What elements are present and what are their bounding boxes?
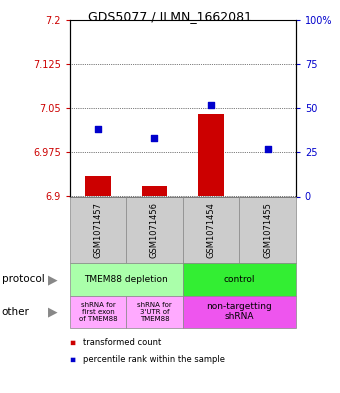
Text: ▶: ▶ bbox=[48, 273, 57, 286]
Text: GSM1071455: GSM1071455 bbox=[263, 202, 272, 258]
Text: ▶: ▶ bbox=[48, 305, 57, 318]
Bar bbox=[198, 114, 224, 196]
Text: ◾: ◾ bbox=[70, 338, 76, 347]
Text: GSM1071457: GSM1071457 bbox=[94, 202, 102, 258]
Text: TMEM88 depletion: TMEM88 depletion bbox=[84, 275, 168, 284]
Text: other: other bbox=[2, 307, 30, 317]
Point bbox=[265, 145, 270, 152]
Bar bbox=[85, 176, 111, 196]
Point bbox=[152, 135, 157, 141]
Text: GSM1071456: GSM1071456 bbox=[150, 202, 159, 258]
Text: shRNA for
first exon
of TMEM88: shRNA for first exon of TMEM88 bbox=[79, 302, 117, 321]
Point bbox=[208, 101, 214, 108]
Bar bbox=[142, 186, 167, 196]
Text: control: control bbox=[223, 275, 255, 284]
Text: ◾: ◾ bbox=[70, 355, 76, 364]
Text: transformed count: transformed count bbox=[83, 338, 162, 347]
Text: GSM1071454: GSM1071454 bbox=[206, 202, 216, 258]
Text: GDS5077 / ILMN_1662081: GDS5077 / ILMN_1662081 bbox=[88, 10, 252, 23]
Text: protocol: protocol bbox=[2, 274, 45, 285]
Point bbox=[95, 126, 101, 132]
Text: non-targetting
shRNA: non-targetting shRNA bbox=[206, 302, 272, 321]
Text: shRNA for
3'UTR of
TMEM88: shRNA for 3'UTR of TMEM88 bbox=[137, 302, 172, 321]
Text: percentile rank within the sample: percentile rank within the sample bbox=[83, 355, 225, 364]
